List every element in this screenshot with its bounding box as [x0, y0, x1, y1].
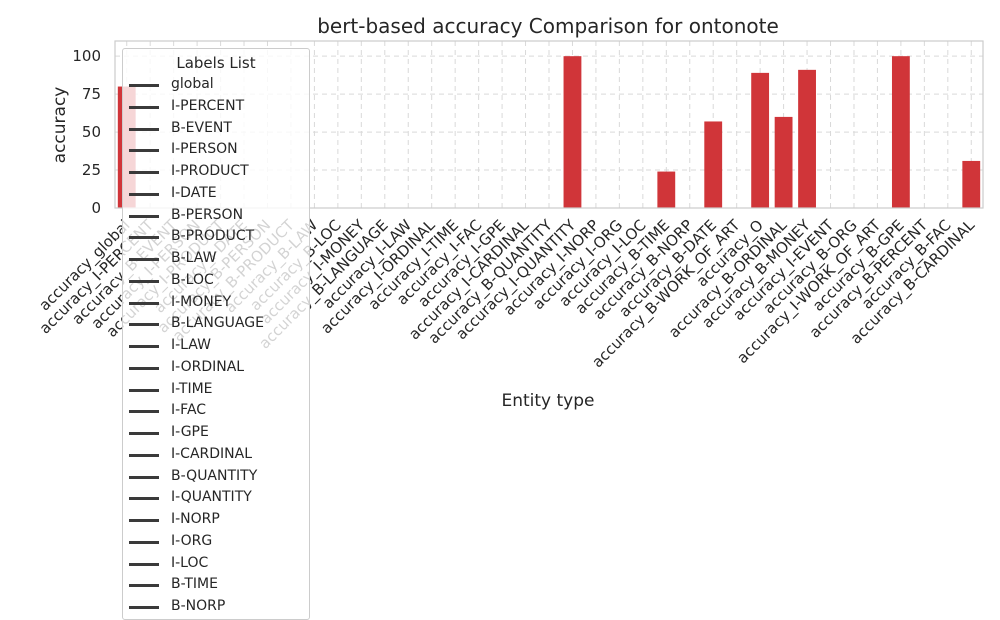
legend-line-swatch	[129, 127, 159, 131]
legend-label: I-GPE	[171, 424, 209, 440]
legend-item: I-QUANTITY	[123, 487, 309, 509]
y-tick-label: 25	[82, 161, 101, 179]
legend-item: I-ORG	[123, 531, 309, 553]
legend-label: B-QUANTITY	[171, 467, 258, 484]
legend-line-swatch	[129, 345, 159, 348]
y-tick-label: 100	[72, 47, 101, 65]
legend-list: global I-PERCENT B-EVENT I-PERSON I-PRODUCT I…	[123, 74, 309, 618]
legend-line-swatch	[129, 562, 159, 566]
bar	[657, 171, 676, 208]
legend-item: I-PRODUCT	[123, 161, 309, 183]
legend-item: B-LOC	[123, 270, 309, 292]
legend-label: I-TIME	[171, 380, 213, 397]
bar	[704, 121, 723, 208]
bar	[751, 72, 770, 208]
y-tick-labels: 0 25 50 75 100	[72, 47, 101, 217]
legend-label: B-NORP	[171, 598, 226, 614]
x-axis-label: Entity type	[501, 391, 594, 411]
legend-item: I-MONEY	[123, 292, 309, 314]
legend-label: B-PERSON	[171, 206, 244, 223]
legend-item: B-PERSON	[123, 205, 309, 227]
legend-item: I-FAC	[123, 400, 309, 422]
legend-line-swatch	[129, 171, 159, 174]
bar	[774, 116, 793, 208]
legend-label: I-LAW	[171, 337, 211, 353]
legend-label: B-LAW	[171, 250, 217, 266]
legend-line-swatch	[129, 388, 159, 392]
legend: Labels List global I-PERCENT B-EVENT I-PERS…	[122, 48, 310, 620]
legend-item: I-CARDINAL	[123, 444, 309, 466]
bars	[117, 56, 981, 208]
legend-line-swatch	[129, 519, 159, 522]
legend-label: I-CARDINAL	[171, 445, 253, 462]
legend-item: I-ORDINAL	[123, 357, 309, 379]
legend-line-swatch	[129, 105, 159, 109]
legend-item: I-PERSON	[123, 139, 309, 161]
legend-line-swatch	[129, 584, 159, 588]
legend-item: I-NORP	[123, 509, 309, 531]
legend-line-swatch	[129, 258, 159, 261]
y-tick-label: 75	[82, 85, 101, 103]
legend-title: Labels List	[176, 54, 256, 72]
legend-line-swatch	[129, 279, 159, 283]
y-axis-label: accuracy	[50, 87, 70, 164]
legend-line-swatch	[129, 410, 159, 414]
bar	[891, 56, 910, 208]
chart-title: bert-based accuracy Comparison for onton…	[317, 14, 779, 38]
legend-line-swatch	[129, 192, 159, 196]
legend-label: global	[171, 76, 214, 92]
legend-label: B-TIME	[171, 576, 218, 593]
legend-label: I-PRODUCT	[171, 163, 249, 179]
legend-item: I-LOC	[123, 553, 309, 575]
legend-line-swatch	[129, 453, 159, 457]
legend-label: I-MONEY	[171, 293, 232, 310]
legend-line-swatch	[129, 236, 159, 240]
legend-label: B-PRODUCT	[171, 228, 255, 245]
legend-item: B-LAW	[123, 248, 309, 270]
legend-label: I-FAC	[171, 402, 207, 419]
legend-item: I-PERCENT	[123, 96, 309, 118]
legend-label: I-QUANTITY	[171, 489, 252, 506]
legend-line-swatch	[129, 84, 159, 87]
legend-label: I-PERSON	[171, 141, 238, 158]
legend-line-swatch	[129, 540, 159, 544]
legend-label: B-LOC	[171, 271, 214, 288]
legend-item: B-TIME	[123, 574, 309, 596]
legend-label: I-PERCENT	[171, 97, 245, 114]
legend-label: I-DATE	[171, 184, 217, 201]
legend-item: B-LANGUAGE	[123, 313, 309, 335]
plot-frame	[114, 40, 984, 209]
legend-label: I-ORDINAL	[171, 358, 245, 375]
legend-line-swatch	[129, 149, 159, 153]
legend-line-swatch	[129, 366, 159, 370]
legend-item: B-EVENT	[123, 118, 309, 140]
legend-item: global	[123, 74, 309, 96]
bar	[563, 56, 582, 208]
legend-item: I-GPE	[123, 422, 309, 444]
y-tick-label: 50	[82, 123, 101, 141]
legend-label: B-EVENT	[171, 119, 232, 136]
legend-item: B-PRODUCT	[123, 226, 309, 248]
legend-item: I-LAW	[123, 335, 309, 357]
legend-line-swatch	[129, 475, 159, 479]
legend-item: B-NORP	[123, 596, 309, 618]
legend-label: I-ORG	[171, 532, 213, 549]
legend-item: B-QUANTITY	[123, 466, 309, 488]
y-tick-label: 0	[91, 199, 101, 217]
legend-line-swatch	[129, 323, 159, 327]
legend-item: I-TIME	[123, 379, 309, 401]
legend-label: I-NORP	[171, 511, 220, 527]
legend-item: I-DATE	[123, 183, 309, 205]
legend-label: B-LANGUAGE	[171, 315, 264, 332]
legend-line-swatch	[129, 214, 159, 218]
legend-line-swatch	[129, 606, 159, 609]
bar	[962, 160, 981, 208]
legend-line-swatch	[129, 301, 159, 305]
legend-line-swatch	[129, 497, 159, 501]
bar	[798, 69, 816, 208]
legend-line-swatch	[129, 432, 159, 435]
legend-label: I-LOC	[171, 554, 209, 571]
